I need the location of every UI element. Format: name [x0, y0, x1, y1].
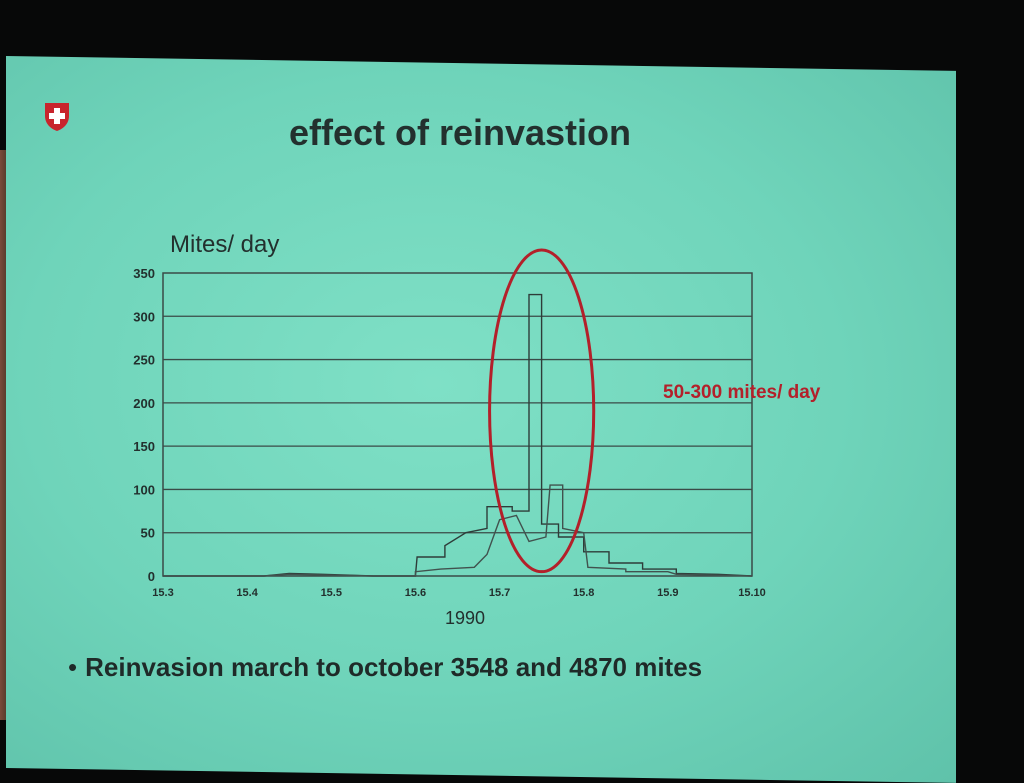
x-tick-label: 15.7 [489, 587, 510, 599]
y-axis-label: Mites/ day [170, 231, 279, 258]
series-lines [163, 293, 753, 577]
y-tick-label: 0 [148, 569, 155, 584]
y-tick-label: 100 [133, 482, 155, 497]
x-tick-labels: 15.3 15.4 15.5 15.6 15.7 15.8 15.9 15.10 [152, 587, 765, 599]
y-tick-label: 350 [133, 266, 155, 281]
series-line-1 [163, 293, 753, 577]
y-tick-label: 50 [141, 526, 155, 541]
x-tick-label: 15.9 [657, 587, 678, 599]
grid-lines [163, 315, 752, 534]
slide-title: effect of reinvastion [288, 112, 632, 153]
bullet-dot: • [68, 652, 78, 682]
x-tick-label: 15.4 [236, 587, 258, 599]
series-line-2 [163, 484, 753, 577]
bullet-item: • Reinvasion march to october 3548 and 48… [68, 652, 888, 683]
y-tick-label: 200 [133, 396, 155, 411]
x-tick-label: 15.5 [321, 587, 342, 599]
bullet-text: Reinvasion march to october 3548 and 487… [85, 652, 703, 682]
y-tick-label: 250 [133, 353, 155, 368]
y-tick-label: 150 [133, 439, 155, 454]
plot-frame [162, 272, 753, 577]
x-axis-label: 1990 [445, 608, 485, 628]
annotation-label: 50-300 mites/ day [663, 382, 821, 403]
y-tick-label: 300 [133, 309, 155, 324]
x-tick-label: 15.3 [152, 587, 173, 599]
x-tick-label: 15.6 [405, 587, 426, 599]
x-tick-label: 15.10 [738, 587, 766, 599]
swiss-cross-shield-icon [45, 103, 69, 131]
highlight-ellipse [488, 248, 596, 574]
x-tick-label: 15.8 [573, 587, 594, 599]
y-tick-labels: 0 50 100 150 200 250 300 350 [133, 266, 155, 584]
